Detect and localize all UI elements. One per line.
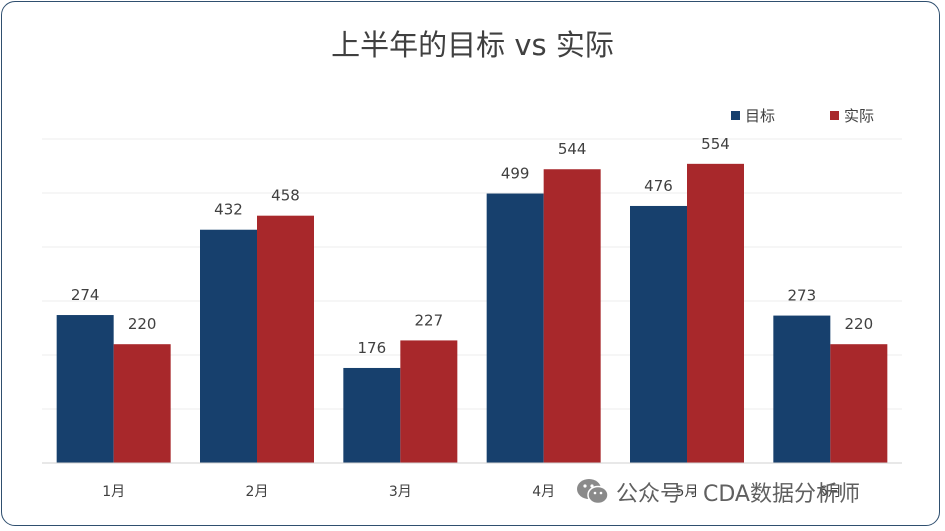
legend-label: 实际: [844, 107, 874, 125]
data-label: 499: [501, 165, 530, 183]
x-tick-label: 6月: [819, 484, 842, 500]
bar: [630, 205, 687, 463]
data-label: 176: [358, 339, 387, 357]
grid-lines: [42, 138, 902, 410]
bars: [56, 163, 888, 464]
bar: [200, 229, 257, 463]
bar: [343, 367, 401, 463]
watermark: 公众号 · CDA数据分析师: [576, 475, 860, 509]
data-label: 220: [128, 315, 157, 333]
legend-swatch: [731, 111, 740, 120]
bar: [773, 315, 831, 463]
data-label: 220: [845, 315, 874, 333]
chart-title: 上半年的目标 vs 实际: [331, 28, 614, 62]
bar: [56, 315, 114, 463]
bar: [830, 344, 888, 463]
data-label: 227: [415, 311, 444, 329]
x-axis: 1月 2月 3月 4月 5月 6月: [42, 462, 902, 500]
bar: [257, 215, 314, 463]
data-label: 274: [71, 286, 100, 304]
bar: [687, 163, 744, 463]
data-label: 458: [271, 187, 300, 205]
x-tick-label: 1月: [102, 484, 125, 500]
x-tick-label: 3月: [389, 484, 412, 500]
data-label: 476: [644, 177, 673, 195]
data-label: 273: [788, 287, 817, 305]
x-tick-label: 4月: [532, 484, 555, 500]
legend: 目标 实际: [731, 107, 874, 125]
wechat-icon: [577, 479, 609, 505]
bar: [486, 193, 544, 464]
data-label: 554: [701, 135, 730, 153]
data-label: 432: [214, 201, 243, 219]
watermark-text: 公众号 · CDA数据分析师: [616, 482, 860, 507]
bar: [400, 340, 458, 463]
data-labels: 274 220 432 458 176 227 499 544 476 554 273 220: [71, 135, 873, 357]
x-tick-label: 2月: [246, 484, 269, 500]
bar: [543, 169, 601, 464]
legend-swatch: [830, 111, 839, 120]
data-label: 544: [558, 140, 587, 158]
bar: [113, 344, 171, 463]
x-tick-label: 5月: [676, 484, 699, 500]
legend-label: 目标: [745, 107, 775, 125]
